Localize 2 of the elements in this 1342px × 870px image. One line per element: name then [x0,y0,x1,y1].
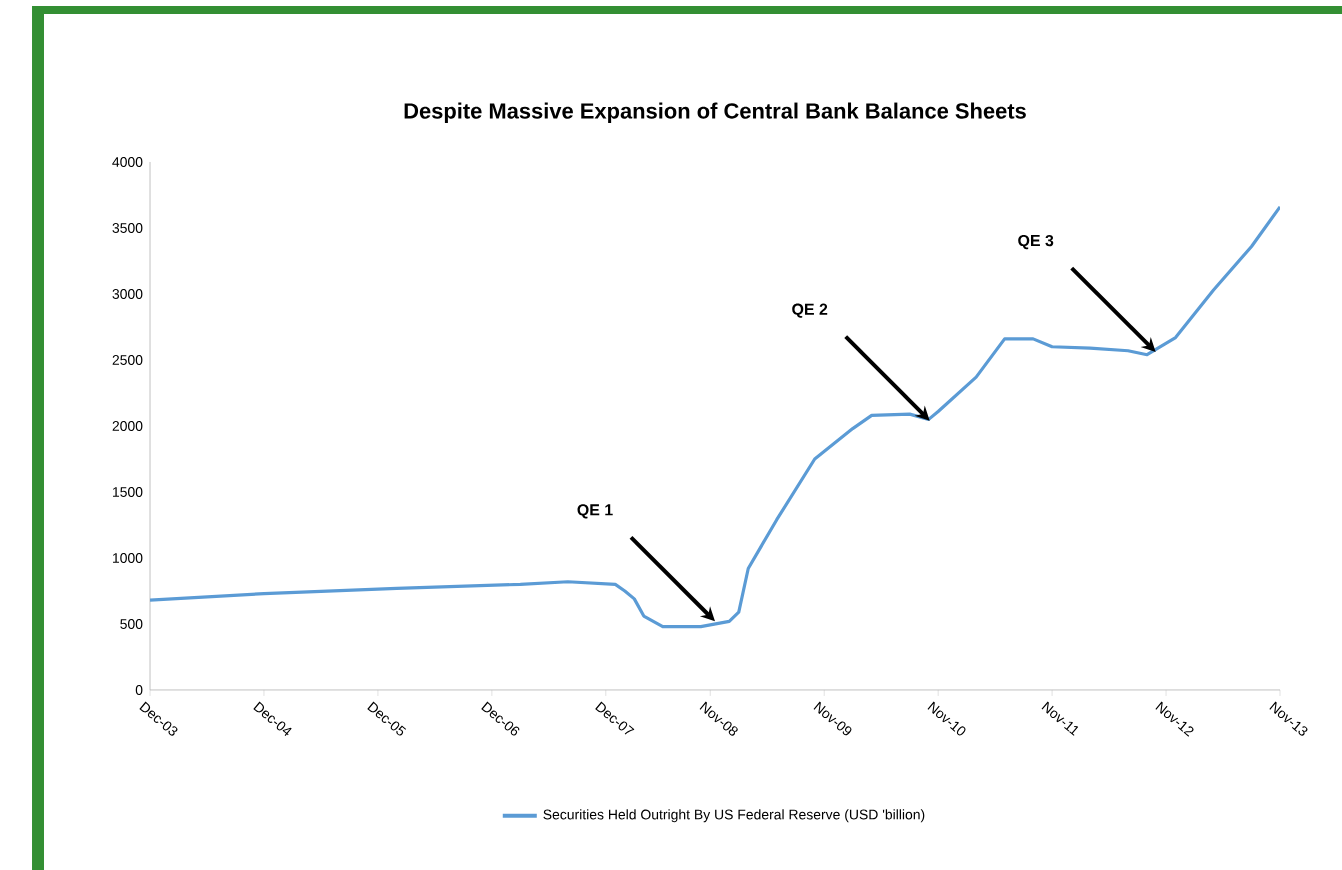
line-series [150,205,1281,629]
chart-title: Despite Massive Expansion of Central Bank Balance Sheets [404,102,1026,123]
